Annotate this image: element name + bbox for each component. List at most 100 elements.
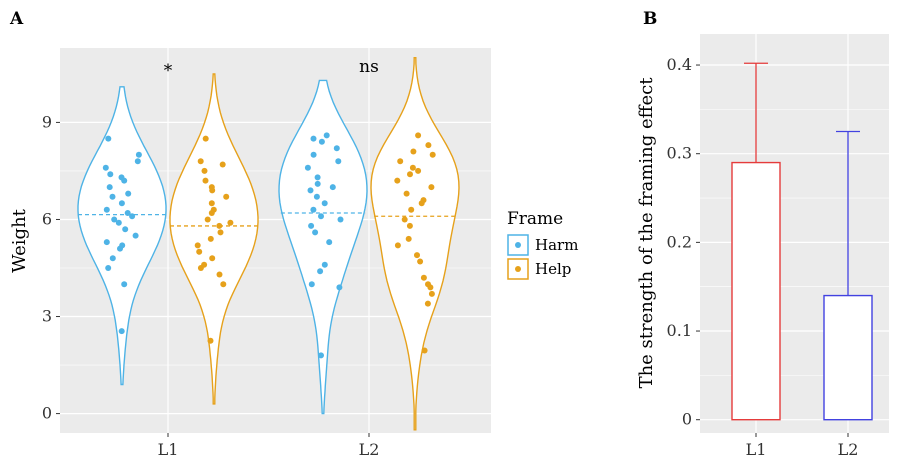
y-tick-label: 6 xyxy=(42,209,52,228)
panel-b-y-axis-label: The strength of the framing effect xyxy=(636,77,657,389)
data-point-harm xyxy=(336,284,343,291)
data-point-help xyxy=(425,281,431,288)
data-point-help xyxy=(201,167,208,174)
panel-label-a: A xyxy=(9,9,24,29)
legend-key-help-dot xyxy=(515,266,521,272)
violin-help-l1 xyxy=(169,73,259,405)
y-tick-label: 0.4 xyxy=(667,55,692,74)
panel-b-x-ticks: L1 L2 xyxy=(746,433,859,459)
data-point-help xyxy=(415,167,422,174)
panel-a-points xyxy=(102,132,436,359)
data-point-harm xyxy=(337,216,344,223)
data-point-harm xyxy=(115,219,122,226)
data-point-harm xyxy=(318,213,324,220)
data-point-harm xyxy=(310,206,317,213)
data-point-harm xyxy=(304,164,311,171)
data-point-harm xyxy=(321,261,328,268)
data-point-help xyxy=(196,248,203,255)
data-point-harm xyxy=(323,132,330,139)
panel-b-y-ticks: 0 0.1 0.2 0.3 0.4 xyxy=(667,55,700,429)
data-point-harm xyxy=(308,222,315,229)
significance-label-l1: * xyxy=(164,61,173,81)
legend-key-harm-dot xyxy=(515,242,521,248)
data-point-harm xyxy=(111,216,118,223)
data-point-harm xyxy=(310,135,317,142)
data-point-help xyxy=(428,290,435,297)
data-point-harm xyxy=(135,151,142,158)
data-point-harm xyxy=(118,174,125,181)
data-point-harm xyxy=(132,232,139,239)
legend: Harm Help xyxy=(507,234,578,280)
legend-label-help: Help xyxy=(535,260,571,278)
data-point-help xyxy=(417,258,424,265)
x-tick-label: L2 xyxy=(359,440,380,459)
data-point-harm xyxy=(329,184,336,191)
panel-a-medians xyxy=(78,212,456,227)
data-point-harm xyxy=(118,200,125,207)
data-point-help xyxy=(410,148,417,155)
legend-label-harm: Harm xyxy=(535,236,578,254)
y-tick-label: 0.1 xyxy=(667,321,692,340)
data-point-help xyxy=(207,337,214,344)
data-point-help xyxy=(414,252,420,259)
data-point-help xyxy=(219,161,226,168)
data-point-harm xyxy=(125,190,132,197)
data-point-harm xyxy=(318,138,325,145)
data-point-help xyxy=(209,255,216,262)
data-point-harm xyxy=(105,135,112,142)
significance-label-l2: ns xyxy=(359,57,379,77)
data-point-harm xyxy=(326,239,333,246)
data-point-harm xyxy=(335,158,342,165)
panel-a-y-axis-label: Weight xyxy=(9,208,30,273)
data-point-help xyxy=(405,235,412,242)
data-point-help xyxy=(424,300,431,307)
panel-b-bars xyxy=(731,62,873,421)
data-point-harm xyxy=(106,184,113,191)
data-point-help xyxy=(428,184,435,191)
data-point-harm xyxy=(321,200,328,207)
violin-harm-l1 xyxy=(77,86,167,386)
data-point-harm xyxy=(107,171,114,178)
data-point-help xyxy=(420,197,427,204)
panel-a-y-ticks: 0 3 6 9 xyxy=(42,112,60,423)
data-point-help xyxy=(406,222,413,229)
data-point-harm xyxy=(118,328,125,335)
data-point-help xyxy=(217,229,224,236)
data-point-harm xyxy=(313,193,320,200)
y-tick-label: 0 xyxy=(42,404,52,423)
violin-help-l2 xyxy=(370,57,460,431)
bar-l2 xyxy=(823,294,873,421)
data-point-help xyxy=(394,177,401,184)
y-tick-label: 0.3 xyxy=(667,144,692,163)
y-tick-label: 0 xyxy=(682,410,692,429)
panel-label-b: B xyxy=(643,9,657,29)
data-point-harm xyxy=(307,187,314,194)
bar-l1 xyxy=(731,161,781,421)
data-point-harm xyxy=(103,239,110,246)
data-point-help xyxy=(421,347,428,354)
data-point-harm xyxy=(103,206,110,213)
data-point-help xyxy=(429,151,436,158)
panel-a-x-ticks: L1 L2 xyxy=(158,433,380,459)
y-tick-label: 0.2 xyxy=(667,232,692,251)
data-point-help xyxy=(425,142,432,149)
data-point-harm xyxy=(109,193,116,200)
data-point-harm xyxy=(314,174,321,181)
x-tick-label: L2 xyxy=(838,440,859,459)
data-point-help xyxy=(403,190,410,197)
data-point-harm xyxy=(317,268,324,275)
data-point-help xyxy=(208,200,215,207)
data-point-harm xyxy=(121,281,128,288)
data-point-help xyxy=(394,242,401,249)
data-point-harm xyxy=(310,151,317,158)
data-point-help xyxy=(407,171,413,178)
data-point-help xyxy=(210,206,217,213)
data-point-help xyxy=(194,242,201,249)
data-point-harm xyxy=(109,255,116,262)
data-point-help xyxy=(420,274,427,281)
data-point-help xyxy=(216,271,223,278)
data-point-harm xyxy=(102,164,109,171)
data-point-harm xyxy=(318,352,324,359)
data-point-help xyxy=(223,193,230,200)
